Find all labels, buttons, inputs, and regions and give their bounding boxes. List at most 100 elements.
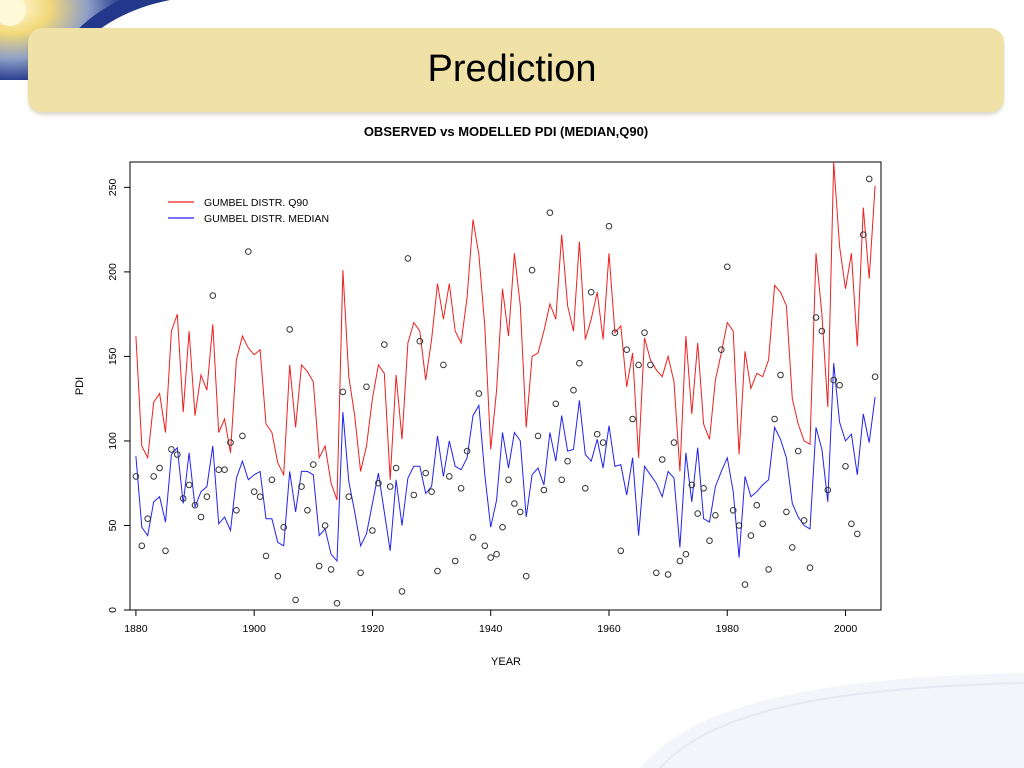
observed-point: [215, 466, 222, 474]
observed-point: [168, 446, 175, 453]
observed-point: [789, 544, 796, 551]
observed-point: [386, 483, 394, 490]
observed-point: [641, 329, 648, 337]
observed-point: [658, 456, 666, 463]
observed-point: [842, 463, 849, 470]
observed-point: [753, 501, 761, 509]
observed-point: [576, 359, 583, 367]
observed-point: [747, 532, 755, 539]
observed-point: [481, 542, 489, 550]
observed-point: [363, 383, 370, 391]
observed-point: [469, 534, 477, 541]
bottom-swoosh-decoration: [640, 673, 1024, 768]
y-axis-label: PDI: [74, 377, 86, 395]
observed-point: [150, 473, 157, 480]
observed-point: [357, 569, 364, 577]
x-tick-label: 1980: [716, 623, 740, 635]
observed-point: [280, 523, 288, 531]
y-tick-label: 250: [107, 178, 119, 196]
observed-point: [623, 346, 631, 354]
observed-point: [310, 461, 317, 468]
legend: GUMBEL DISTR. Q90 GUMBEL DISTR. MEDIAN: [168, 197, 329, 225]
observed-point: [250, 488, 258, 496]
observed-point: [233, 507, 240, 514]
observed-point: [700, 485, 707, 492]
observed-point: [558, 476, 566, 484]
observed-point: [446, 473, 453, 480]
observed-point: [138, 542, 146, 550]
observed-point: [221, 466, 228, 474]
observed-point: [800, 517, 808, 524]
x-tick-label: 1920: [361, 623, 385, 635]
observed-point: [605, 222, 613, 230]
observed-point: [682, 550, 690, 558]
observed-point: [522, 572, 530, 580]
observed-point: [268, 476, 276, 484]
observed-point: [836, 381, 843, 389]
observed-point: [369, 527, 376, 534]
observed-point: [239, 432, 246, 440]
observed-point: [298, 483, 305, 490]
observed-point: [333, 599, 341, 607]
observed-point: [457, 485, 465, 492]
observed-point: [179, 495, 187, 502]
observed-point: [511, 500, 518, 507]
observed-point: [517, 508, 524, 516]
observed-point: [706, 537, 713, 545]
observed-point: [422, 469, 430, 477]
observed-point: [794, 447, 802, 455]
y-tick-label: 0: [107, 607, 119, 613]
observed-point: [830, 376, 838, 384]
observed-point: [611, 329, 619, 337]
observed-point: [321, 522, 329, 529]
chart-title: OBSERVED vs MODELLED PDI (MEDIAN,Q90): [364, 124, 648, 139]
x-tick-label: 1900: [243, 623, 267, 635]
observed-point: [274, 572, 282, 580]
observed-point: [812, 314, 820, 321]
x-tick-label: 1940: [479, 623, 503, 635]
observed-point: [315, 562, 323, 570]
observed-points: [132, 175, 879, 607]
observed-point: [203, 493, 211, 501]
observed-point: [505, 476, 512, 484]
observed-point: [688, 481, 696, 489]
observed-point: [428, 488, 435, 496]
observed-point: [440, 361, 447, 369]
observed-point: [451, 557, 459, 565]
observed-point: [245, 248, 252, 255]
x-tick-label: 1880: [124, 623, 148, 635]
x-axis-label: YEAR: [491, 656, 521, 668]
observed-point: [729, 507, 737, 514]
observed-point: [777, 371, 784, 379]
observed-point: [587, 288, 595, 296]
observed-point: [256, 493, 264, 501]
observed-point: [735, 522, 743, 529]
plot-frame: [129, 161, 882, 611]
observed-point: [629, 415, 636, 423]
observed-point: [209, 292, 217, 299]
x-axis: 1880 1900 1920 1940 1960 1980 2000: [124, 610, 857, 635]
observed-point: [552, 400, 560, 408]
observed-point: [375, 479, 382, 487]
y-tick-label: 150: [107, 348, 119, 366]
series-layer: [135, 161, 876, 563]
observed-point: [818, 327, 826, 335]
observed-point: [410, 491, 418, 499]
series-line-1: [135, 363, 876, 563]
observed-point: [718, 346, 725, 354]
observed-point: [534, 432, 542, 440]
observed-point: [398, 588, 406, 595]
slide-title: Prediction: [427, 48, 597, 90]
observed-point: [546, 209, 554, 216]
observed-point: [227, 439, 234, 446]
observed-point: [676, 557, 684, 565]
observed-point: [381, 341, 388, 348]
observed-point: [327, 566, 335, 573]
y-tick-label: 100: [107, 432, 119, 450]
observed-point: [860, 231, 867, 238]
series-line-0: [135, 161, 876, 501]
observed-point: [824, 486, 832, 494]
observed-point: [599, 439, 607, 446]
observed-point: [712, 512, 719, 519]
observed-point: [771, 415, 778, 423]
